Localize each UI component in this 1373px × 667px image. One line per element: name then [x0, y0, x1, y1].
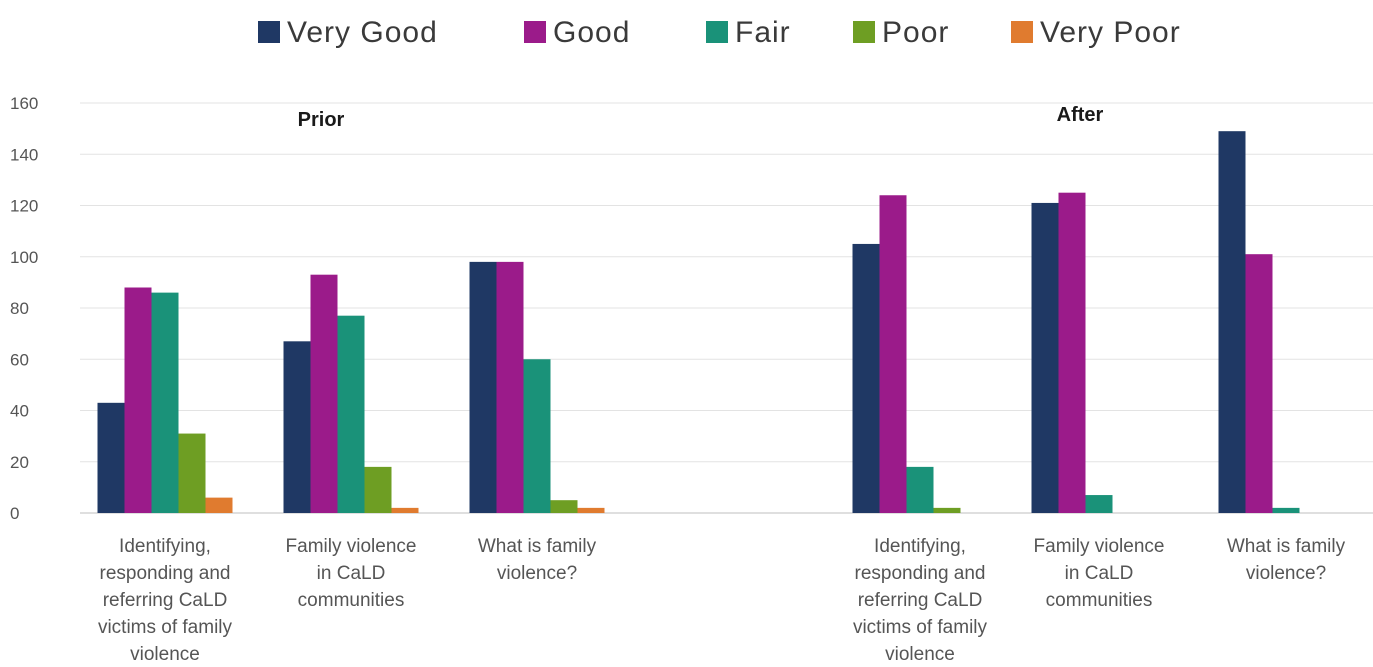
y-tick-label: 40	[10, 402, 29, 421]
category-label: communities	[298, 590, 405, 611]
legend-label: Fair	[735, 16, 791, 49]
bar	[577, 507, 605, 513]
category-label: violence?	[497, 563, 577, 584]
bar	[933, 507, 961, 513]
bar	[391, 507, 419, 513]
y-tick-label: 160	[10, 94, 38, 113]
legend-swatch	[524, 21, 546, 43]
category-label: victims of family	[853, 617, 988, 638]
category-label: responding and	[855, 563, 986, 584]
group-title: After	[1057, 104, 1104, 126]
bar	[469, 261, 497, 513]
legend-label: Poor	[882, 16, 949, 49]
legend-label: Good	[553, 16, 630, 49]
category-label: Identifying,	[874, 536, 966, 557]
y-tick-label: 0	[10, 504, 19, 523]
y-tick-label: 140	[10, 145, 38, 164]
category-label: referring CaLD	[103, 590, 228, 611]
category-label: responding and	[100, 563, 231, 584]
bar	[1085, 495, 1113, 513]
category-label: violence	[130, 644, 200, 662]
category-label: violence?	[1246, 563, 1326, 584]
category-label: in CaLD	[1065, 563, 1134, 584]
bar	[310, 274, 338, 513]
category-label: What is family	[478, 536, 597, 557]
y-tick-label: 60	[10, 350, 29, 369]
bar	[1218, 131, 1246, 513]
y-tick-label: 80	[10, 299, 29, 318]
category-label: referring CaLD	[858, 590, 983, 611]
bar	[124, 287, 152, 513]
y-tick-label: 120	[10, 197, 38, 216]
category-label: in CaLD	[317, 563, 386, 584]
y-tick-label: 100	[10, 248, 38, 267]
legend-label: Very Poor	[1040, 16, 1181, 49]
category-label: Identifying,	[119, 536, 211, 557]
category-label: What is family	[1227, 536, 1346, 557]
category-label: Family violence	[1034, 536, 1165, 557]
category-label: violence	[885, 644, 955, 662]
category-label: Family violence	[286, 536, 417, 557]
bar	[337, 315, 365, 513]
bar	[1058, 192, 1086, 513]
bar	[283, 341, 311, 513]
category-label: victims of family	[98, 617, 233, 638]
group-title: Prior	[298, 109, 345, 131]
bar	[178, 433, 206, 513]
bar	[550, 500, 578, 513]
bar	[1031, 202, 1059, 513]
legend-label: Very Good	[287, 16, 438, 49]
category-label: communities	[1046, 590, 1153, 611]
bar	[1245, 254, 1273, 513]
bar	[1272, 507, 1300, 513]
y-tick-label: 20	[10, 453, 29, 472]
bar	[151, 292, 179, 513]
bar	[879, 195, 907, 513]
legend-swatch	[258, 21, 280, 43]
bar	[364, 466, 392, 513]
bar	[906, 466, 934, 513]
legend-swatch	[853, 21, 875, 43]
bar	[496, 261, 524, 513]
legend-swatch	[1011, 21, 1033, 43]
bar	[205, 497, 233, 513]
bar	[852, 243, 880, 513]
bar	[523, 359, 551, 513]
bar	[97, 402, 125, 513]
legend-swatch	[706, 21, 728, 43]
